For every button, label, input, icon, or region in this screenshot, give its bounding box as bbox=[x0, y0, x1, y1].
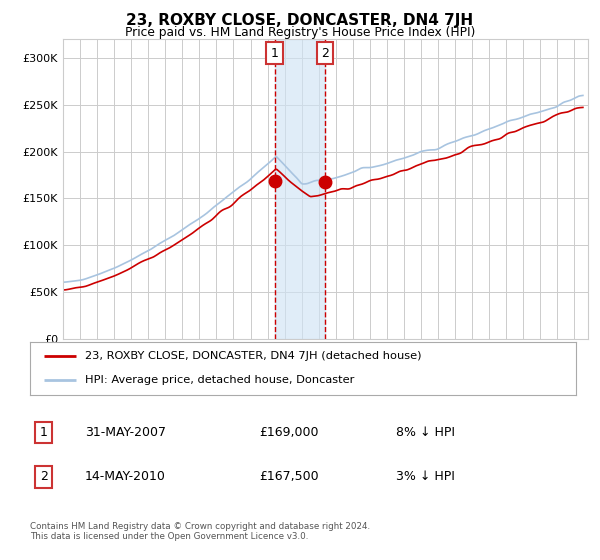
Text: 2: 2 bbox=[40, 470, 47, 483]
Text: 3% ↓ HPI: 3% ↓ HPI bbox=[396, 470, 455, 483]
Text: 23, ROXBY CLOSE, DONCASTER, DN4 7JH (detached house): 23, ROXBY CLOSE, DONCASTER, DN4 7JH (det… bbox=[85, 351, 421, 361]
Text: £169,000: £169,000 bbox=[259, 426, 319, 439]
Text: Contains HM Land Registry data © Crown copyright and database right 2024.
This d: Contains HM Land Registry data © Crown c… bbox=[30, 522, 370, 542]
Text: 1: 1 bbox=[40, 426, 47, 439]
Bar bbox=[275, 39, 325, 339]
Text: £167,500: £167,500 bbox=[259, 470, 319, 483]
Text: 2: 2 bbox=[321, 46, 329, 60]
Text: 14-MAY-2010: 14-MAY-2010 bbox=[85, 470, 166, 483]
Text: 1: 1 bbox=[271, 46, 278, 60]
Text: 31-MAY-2007: 31-MAY-2007 bbox=[85, 426, 166, 439]
Text: Price paid vs. HM Land Registry's House Price Index (HPI): Price paid vs. HM Land Registry's House … bbox=[125, 26, 475, 39]
Text: 23, ROXBY CLOSE, DONCASTER, DN4 7JH: 23, ROXBY CLOSE, DONCASTER, DN4 7JH bbox=[127, 13, 473, 28]
Text: HPI: Average price, detached house, Doncaster: HPI: Average price, detached house, Donc… bbox=[85, 375, 354, 385]
Text: 8% ↓ HPI: 8% ↓ HPI bbox=[396, 426, 455, 439]
